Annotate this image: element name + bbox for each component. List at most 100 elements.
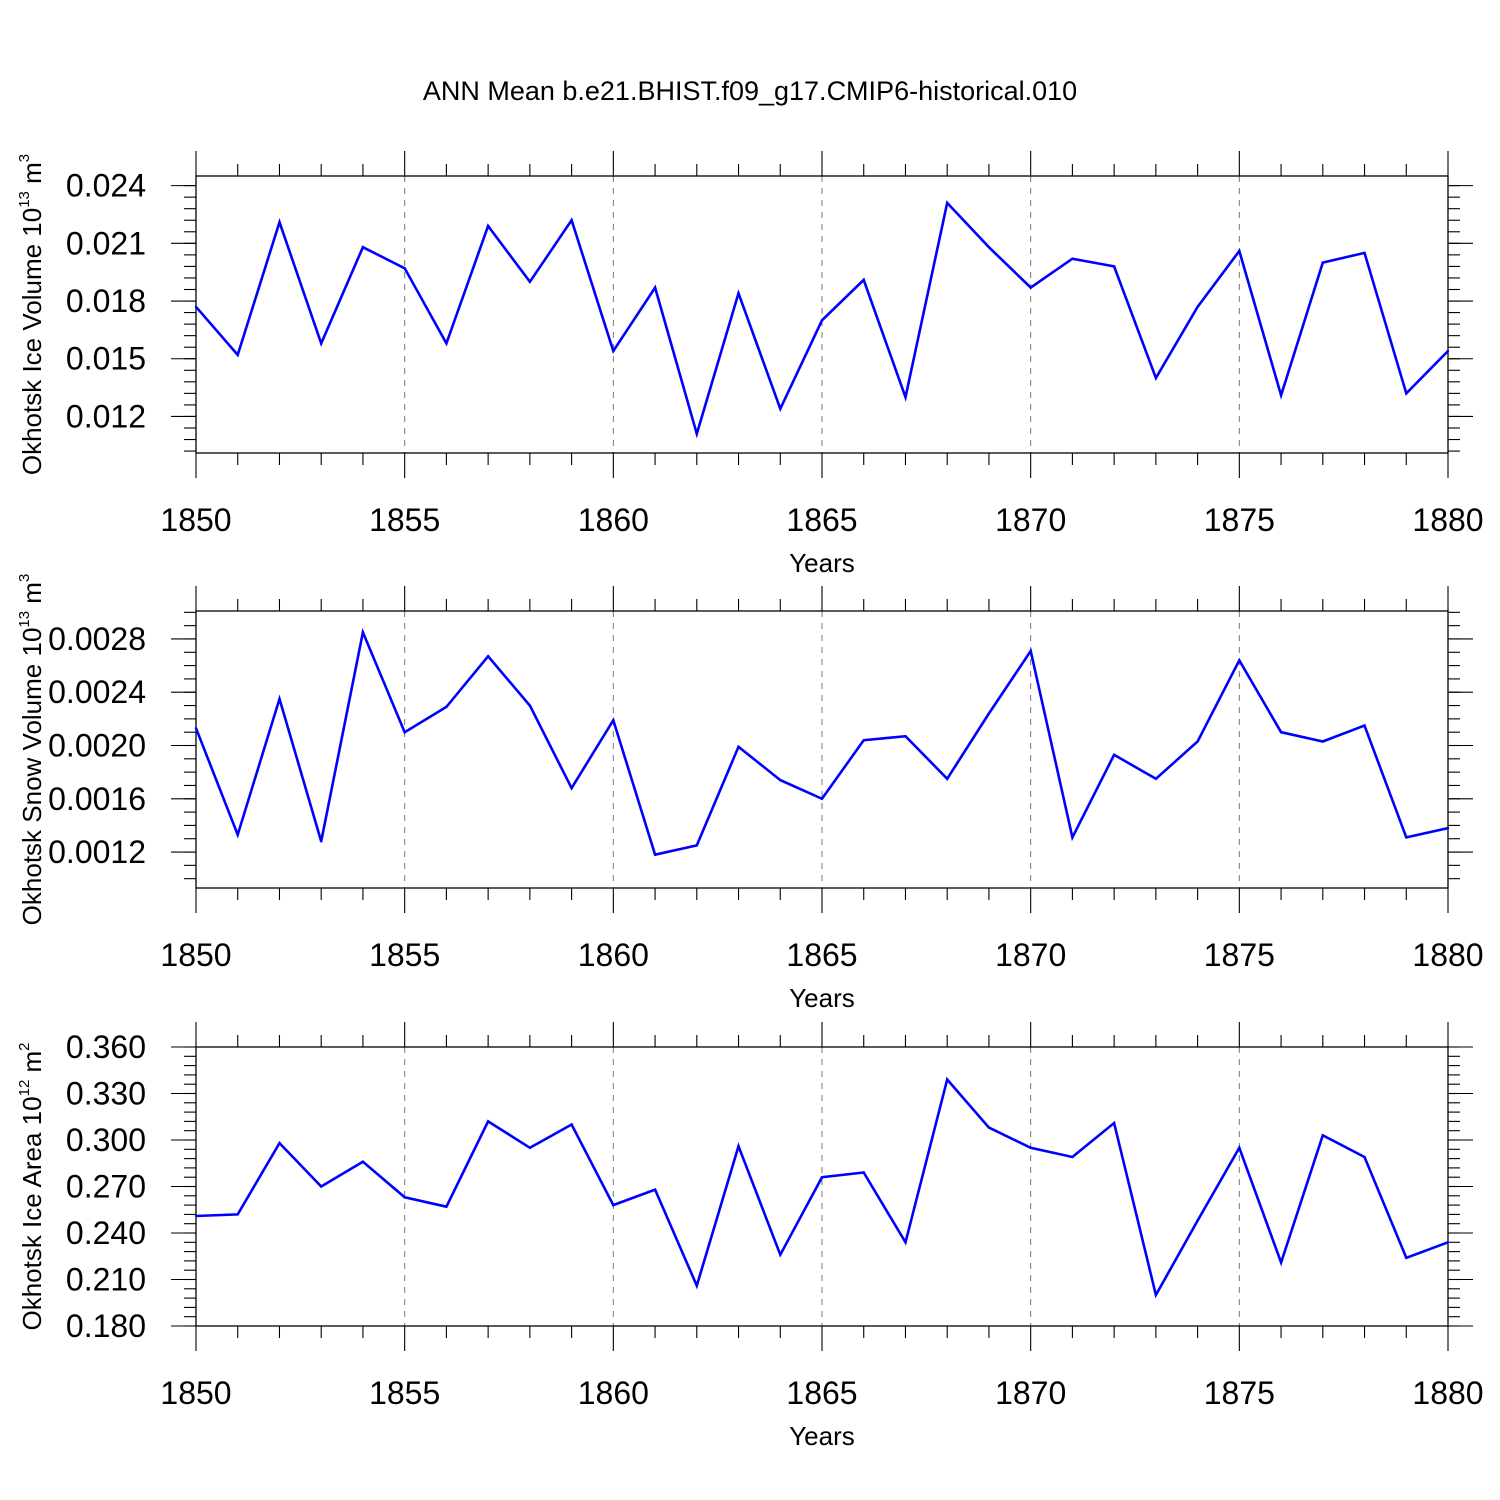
y-tick-label: 0.021 bbox=[66, 225, 146, 261]
data-point bbox=[445, 342, 448, 345]
data-point bbox=[1279, 394, 1283, 397]
y-axis-label: Okhotsk Ice Volume 1013 m3 bbox=[16, 154, 47, 475]
data-point bbox=[862, 1171, 865, 1174]
data-point bbox=[278, 697, 281, 701]
y-tick-label: 0.015 bbox=[66, 341, 146, 377]
data-point bbox=[820, 1176, 824, 1179]
data-point bbox=[904, 734, 907, 738]
data-point bbox=[1071, 257, 1074, 260]
panel-ice-volume: 0.012 0.015 0.018 0.021 0.024 1850 1855 1860 186… bbox=[16, 151, 1484, 578]
x-tick-label: 1865 bbox=[786, 1375, 857, 1411]
data-point bbox=[1071, 1155, 1074, 1159]
data-point bbox=[612, 719, 615, 722]
data-point bbox=[486, 224, 490, 228]
data-point bbox=[361, 1160, 365, 1163]
data-point bbox=[737, 1145, 740, 1148]
data-point bbox=[403, 267, 406, 270]
y-axis-label-part: Okhotsk Snow Volume 10 bbox=[17, 628, 47, 926]
data-point bbox=[236, 833, 239, 836]
data-point bbox=[862, 278, 865, 282]
data-point bbox=[1446, 826, 1450, 830]
data-point bbox=[1196, 740, 1199, 743]
data-point bbox=[1363, 724, 1366, 727]
data-point bbox=[445, 705, 448, 709]
y-axis-label-superscript: 2 bbox=[16, 1042, 33, 1050]
x-tick-label: 1870 bbox=[995, 502, 1066, 538]
data-point bbox=[320, 342, 323, 345]
data-point bbox=[570, 219, 573, 222]
data-point bbox=[779, 407, 782, 410]
x-tick-label: 1875 bbox=[1204, 1375, 1275, 1411]
y-tick-label: 0.0016 bbox=[48, 781, 146, 817]
data-point bbox=[695, 1284, 698, 1287]
data-point bbox=[1071, 836, 1074, 839]
x-tick-label: 1875 bbox=[1204, 502, 1275, 538]
data-point bbox=[1154, 1293, 1158, 1297]
y-axis-label-part: m bbox=[17, 1051, 47, 1080]
x-tick-label: 1850 bbox=[160, 937, 231, 973]
y-axis-label-superscript: 13 bbox=[16, 611, 33, 628]
data-point bbox=[946, 1078, 949, 1081]
x-tick-label: 1880 bbox=[1412, 502, 1483, 538]
data-point bbox=[904, 1241, 907, 1244]
x-tick-label: 1850 bbox=[160, 1375, 231, 1411]
data-point bbox=[653, 286, 657, 289]
x-axis-label: Years bbox=[789, 548, 855, 578]
data-point bbox=[862, 738, 865, 742]
y-axis-label-superscript: 3 bbox=[16, 574, 33, 582]
data-point bbox=[1196, 1219, 1199, 1222]
x-tick-label: 1855 bbox=[369, 1375, 440, 1411]
y-tick-label: 0.0024 bbox=[48, 674, 146, 710]
data-point bbox=[1112, 265, 1116, 268]
y-tick-label: 0.240 bbox=[66, 1215, 146, 1251]
data-point bbox=[1029, 1146, 1032, 1149]
data-point bbox=[528, 704, 532, 707]
data-point bbox=[1279, 1261, 1283, 1264]
y-axis-label-part: Okhotsk Ice Volume 10 bbox=[17, 208, 47, 475]
data-point bbox=[737, 745, 740, 749]
data-point bbox=[779, 778, 782, 782]
y-tick-label: 0.012 bbox=[66, 398, 146, 434]
y-tick-label: 0.300 bbox=[66, 1122, 146, 1158]
data-point bbox=[653, 1188, 657, 1191]
data-point bbox=[194, 726, 198, 730]
y-axis-label: Okhotsk Snow Volume 1013 m3 bbox=[16, 574, 47, 926]
data-point bbox=[194, 305, 198, 309]
y-axis-label-superscript: 3 bbox=[16, 154, 33, 162]
data-point bbox=[612, 1203, 615, 1207]
y-axis-label-part: Okhotsk Ice Area 10 bbox=[17, 1096, 47, 1330]
data-point bbox=[361, 245, 365, 249]
y-tick-label: 0.210 bbox=[66, 1262, 146, 1298]
data-point bbox=[1446, 1241, 1450, 1244]
x-tick-label: 1865 bbox=[786, 937, 857, 973]
data-point bbox=[695, 432, 698, 435]
x-tick-label: 1880 bbox=[1412, 1375, 1483, 1411]
data-point bbox=[1196, 305, 1199, 309]
data-point bbox=[653, 853, 657, 856]
data-point bbox=[695, 844, 698, 847]
y-axis-label: Okhotsk Ice Area 1012 m2 bbox=[16, 1042, 47, 1330]
x-tick-label: 1870 bbox=[995, 937, 1066, 973]
y-tick-label: 0.0012 bbox=[48, 834, 146, 870]
data-point bbox=[1363, 251, 1366, 255]
data-point bbox=[403, 730, 406, 734]
x-tick-label: 1860 bbox=[578, 1375, 649, 1411]
data-point bbox=[528, 280, 532, 283]
data-point bbox=[1154, 376, 1158, 380]
data-point bbox=[612, 349, 615, 353]
data-point bbox=[987, 712, 991, 715]
data-point bbox=[737, 292, 740, 295]
data-point bbox=[1238, 1146, 1241, 1149]
data-point bbox=[1405, 836, 1408, 839]
y-axis-label-part: m bbox=[17, 162, 47, 191]
data-point bbox=[570, 786, 573, 790]
data-point bbox=[904, 396, 907, 399]
panel-ice-area: 0.180 0.210 0.240 0.270 0.300 0.330 0.360 1850 1… bbox=[16, 1022, 1484, 1451]
data-point bbox=[1321, 740, 1325, 743]
data-point bbox=[820, 319, 824, 322]
data-point bbox=[946, 201, 949, 205]
panel-snow-volume: 0.0012 0.0016 0.0020 0.0024 0.0028 1850 1855 18… bbox=[16, 574, 1484, 1013]
data-point bbox=[194, 1214, 198, 1218]
x-tick-label: 1850 bbox=[160, 502, 231, 538]
